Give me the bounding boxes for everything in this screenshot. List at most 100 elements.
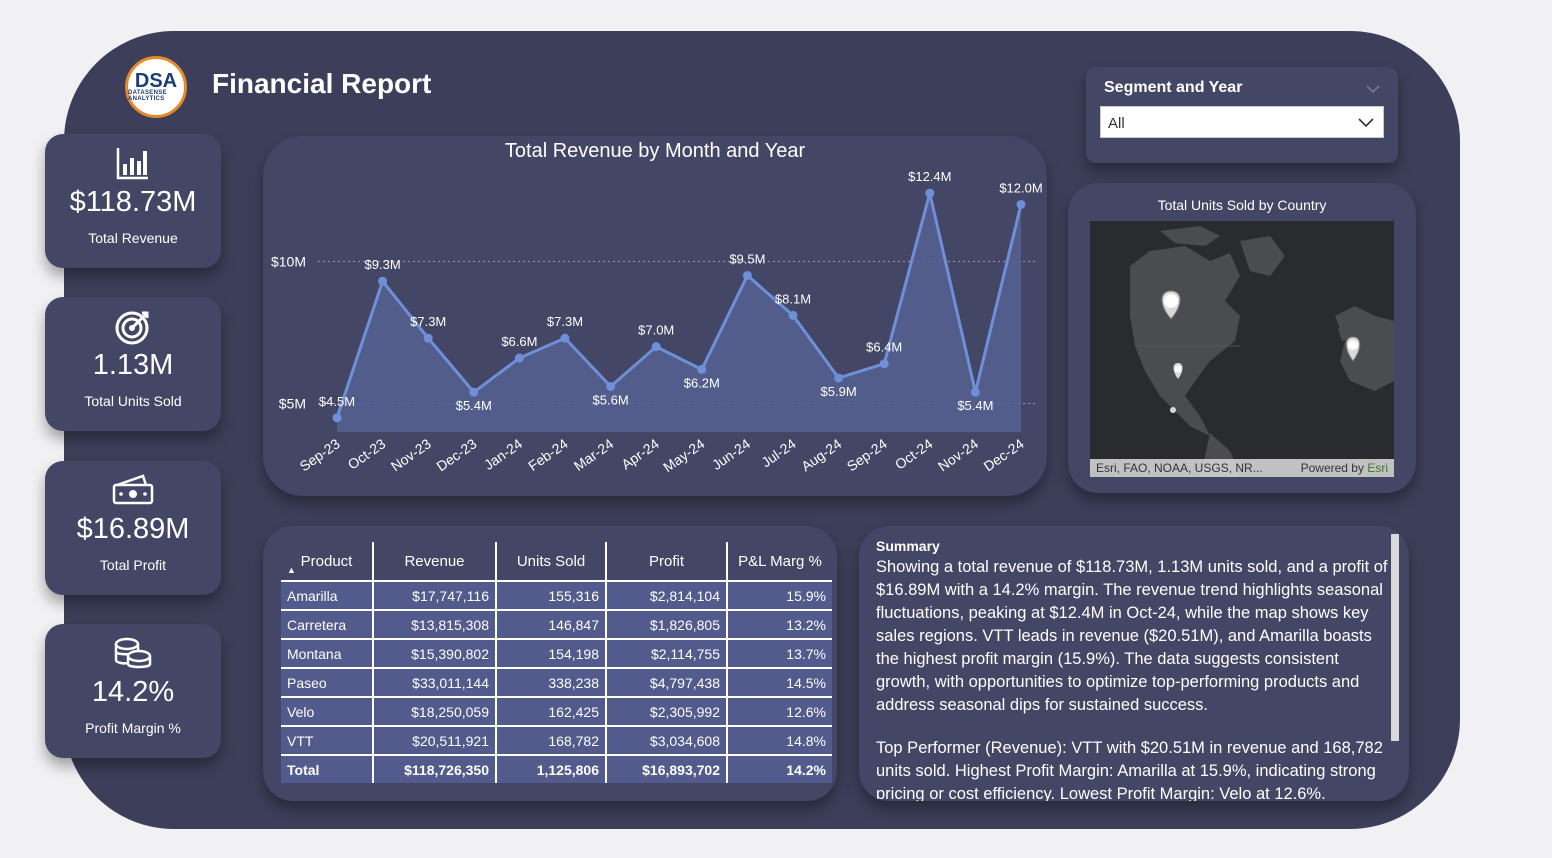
chevron-down-icon[interactable] — [1366, 81, 1380, 97]
cell-margin: 14.8% — [727, 725, 832, 755]
data-label: $5.4M — [456, 398, 492, 413]
cell-units: 155,316 — [496, 580, 607, 610]
product-table-card[interactable]: ▲ Product Revenue Units Sold Profit P&L … — [263, 526, 837, 801]
x-tick-label: Feb-24 — [525, 435, 571, 474]
coins-icon — [45, 636, 221, 672]
logo-text: DSA — [134, 70, 178, 92]
data-label: $6.6M — [501, 334, 537, 349]
data-label: $7.3M — [410, 314, 446, 329]
table-header-row: Product Revenue Units Sold Profit P&L Ma… — [281, 542, 832, 581]
powered-by-text: Powered by — [1300, 461, 1364, 475]
data-point[interactable] — [378, 276, 388, 286]
cell-product: Paseo — [281, 667, 374, 697]
table-row[interactable]: Velo $18,250,059 162,425 $2,305,992 12.6… — [281, 696, 832, 726]
revenue-area-chart[interactable]: $5M $10M $4.5M Sep-23 $9.3M Oct-23 $7.3M Nov-23… — [263, 136, 1047, 496]
revenue-chart-card[interactable]: Total Revenue by Month and Year $5M $10M $… — [263, 136, 1047, 496]
kpi-card-total-profit[interactable]: $16.89M Total Profit — [45, 461, 221, 595]
summary-text: Summary Showing a total revenue of $118.… — [876, 538, 1391, 801]
table-row[interactable]: VTT $20,511,921 168,782 $3,034,608 14.8% — [281, 725, 832, 755]
table-row[interactable]: Paseo $33,011,144 338,238 $4,797,438 14.… — [281, 667, 832, 697]
cell-margin: 15.9% — [727, 580, 832, 610]
map-attribution: Esri, FAO, NOAA, USGS, NR... Powered by … — [1090, 459, 1394, 477]
bar-chart-icon — [45, 146, 221, 182]
kpi-value: 1.13M — [92, 349, 174, 381]
summary-card[interactable]: Summary Showing a total revenue of $118.… — [859, 526, 1409, 801]
units-by-country-map[interactable]: Esri, FAO, NOAA, USGS, NR... Powered by … — [1090, 221, 1394, 477]
map-marker-usa[interactable] — [1173, 363, 1183, 379]
data-point[interactable] — [1016, 199, 1026, 209]
column-header[interactable]: Revenue — [373, 542, 497, 581]
table-row[interactable]: Carretera $13,815,308 146,847 $1,826,805… — [281, 609, 832, 639]
target-icon — [45, 309, 221, 345]
summary-scrollbar[interactable] — [1391, 534, 1399, 741]
data-label: $5.6M — [593, 392, 629, 407]
cell-total-revenue: $118,726,350 — [373, 754, 497, 783]
x-tick-label: Apr-24 — [618, 435, 662, 472]
summary-paragraph: Top Performer (Revenue): VTT with $20.51… — [876, 739, 1383, 801]
cell-revenue: $13,815,308 — [373, 609, 497, 639]
column-header[interactable]: Profit — [606, 542, 728, 581]
chevron-down-icon[interactable] — [1357, 113, 1375, 136]
data-point[interactable] — [423, 333, 433, 343]
x-tick-label: Nov-24 — [935, 435, 981, 474]
cell-profit: $3,034,608 — [606, 725, 728, 755]
x-tick-label: Dec-23 — [433, 435, 479, 474]
summary-paragraph: Showing a total revenue of $118.73M, 1.1… — [876, 558, 1388, 714]
cell-margin: 13.2% — [727, 609, 832, 639]
data-point[interactable] — [514, 353, 524, 363]
data-label: $8.1M — [775, 291, 811, 306]
kpi-card-profit-margin[interactable]: 14.2% Profit Margin % — [45, 624, 221, 758]
segment-year-slicer[interactable]: Segment and Year All — [1086, 67, 1398, 163]
x-tick-label: Dec-24 — [981, 435, 1027, 474]
data-point[interactable] — [970, 387, 980, 397]
cell-profit: $2,814,104 — [606, 580, 728, 610]
table-total-row: Total $118,726,350 1,125,806 $16,893,702… — [281, 754, 832, 783]
cell-revenue: $20,511,921 — [373, 725, 497, 755]
data-point[interactable] — [606, 381, 616, 391]
map-graphic — [1090, 221, 1394, 477]
column-header[interactable]: Product — [281, 542, 374, 581]
data-point[interactable] — [697, 364, 707, 374]
kpi-card-total-revenue[interactable]: $118.73M Total Revenue — [45, 134, 221, 268]
map-card[interactable]: Total Units Sold by Country — [1068, 183, 1416, 493]
data-point[interactable] — [469, 387, 479, 397]
data-point[interactable] — [879, 359, 889, 369]
data-label: $9.5M — [729, 252, 765, 267]
esri-link[interactable]: Esri — [1367, 461, 1388, 475]
kpi-label: Profit Margin % — [85, 720, 181, 736]
chart-title: Total Revenue by Month and Year — [504, 140, 806, 162]
cell-units: 338,238 — [496, 667, 607, 697]
column-header[interactable]: Units Sold — [496, 542, 607, 581]
table-row[interactable]: Montana $15,390,802 154,198 $2,114,755 1… — [281, 638, 832, 668]
cell-profit: $4,797,438 — [606, 667, 728, 697]
map-marker-europe[interactable] — [1345, 336, 1361, 362]
data-point[interactable] — [560, 333, 570, 343]
x-tick-label: Sep-24 — [844, 435, 890, 474]
kpi-label: Total Units Sold — [84, 393, 182, 409]
map-marker-canada[interactable] — [1161, 290, 1181, 320]
cell-profit: $2,114,755 — [606, 638, 728, 668]
powered-by[interactable]: Powered by Esri — [1301, 461, 1388, 475]
segment-year-dropdown[interactable]: All — [1100, 106, 1384, 138]
data-point[interactable] — [332, 413, 342, 423]
table-row[interactable]: Amarilla $17,747,116 155,316 $2,814,104 … — [281, 580, 832, 610]
column-header[interactable]: P&L Marg % — [738, 552, 822, 570]
data-point[interactable] — [788, 310, 798, 320]
data-point[interactable] — [742, 271, 752, 281]
x-tick-label: Mar-24 — [571, 435, 617, 474]
y-tick-label: $10M — [271, 253, 306, 269]
map-marker-mexico[interactable] — [1170, 407, 1176, 413]
kpi-value: $118.73M — [69, 186, 197, 218]
cell-margin: 13.7% — [727, 638, 832, 668]
kpi-card-total-units[interactable]: 1.13M Total Units Sold — [45, 297, 221, 431]
data-point[interactable] — [651, 342, 661, 352]
cell-margin: 12.6% — [727, 696, 832, 726]
x-tick-label: Jul-24 — [758, 435, 799, 470]
cell-product: Montana — [281, 638, 374, 668]
cell-revenue: $15,390,802 — [373, 638, 497, 668]
cell-units: 154,198 — [496, 638, 607, 668]
data-label: $4.5M — [319, 394, 355, 409]
cell-total-label: Total — [281, 754, 374, 783]
data-point[interactable] — [834, 373, 844, 383]
data-point[interactable] — [925, 188, 935, 198]
